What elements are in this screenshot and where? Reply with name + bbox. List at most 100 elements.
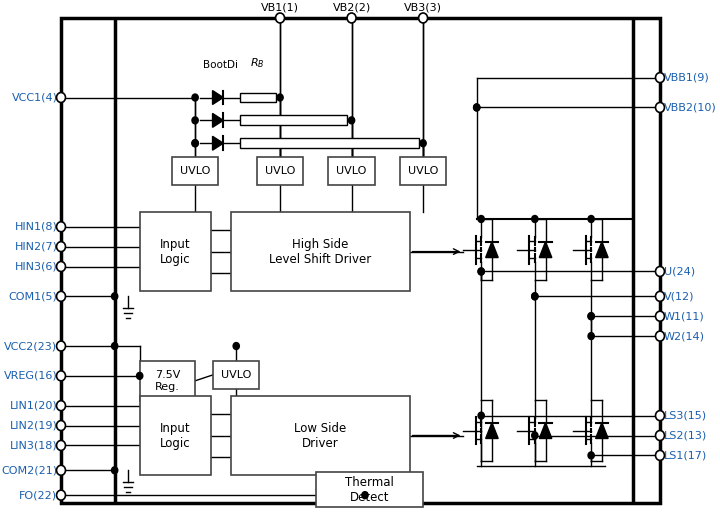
- Circle shape: [57, 421, 66, 431]
- Text: Input
Logic: Input Logic: [160, 238, 191, 266]
- Text: UVLO: UVLO: [408, 166, 438, 176]
- Circle shape: [478, 412, 485, 419]
- Text: LS2(13): LS2(13): [664, 431, 707, 440]
- Circle shape: [588, 215, 594, 223]
- Text: W2(14): W2(14): [664, 331, 705, 341]
- Circle shape: [57, 242, 66, 252]
- Circle shape: [655, 411, 665, 421]
- Circle shape: [112, 467, 118, 474]
- Circle shape: [192, 117, 198, 124]
- Text: VCC2(23): VCC2(23): [4, 341, 58, 351]
- Text: LIN2(19): LIN2(19): [9, 421, 58, 431]
- Bar: [140, 396, 211, 475]
- Text: UVLO: UVLO: [180, 166, 210, 176]
- Text: HIN3(6): HIN3(6): [14, 262, 58, 271]
- Circle shape: [474, 104, 480, 111]
- Circle shape: [112, 293, 118, 300]
- Text: VBB1(9): VBB1(9): [664, 73, 709, 83]
- Circle shape: [474, 104, 480, 111]
- Bar: [240, 115, 347, 125]
- Bar: [140, 361, 195, 401]
- Circle shape: [192, 140, 198, 147]
- Circle shape: [57, 490, 66, 500]
- Text: UVLO: UVLO: [221, 370, 251, 380]
- Circle shape: [588, 333, 594, 340]
- Polygon shape: [539, 242, 552, 257]
- Circle shape: [57, 291, 66, 301]
- Polygon shape: [212, 90, 223, 105]
- Circle shape: [57, 465, 66, 475]
- Text: LS1(17): LS1(17): [664, 450, 707, 460]
- Bar: [240, 138, 418, 148]
- Circle shape: [57, 440, 66, 450]
- Text: VREG(16): VREG(16): [4, 371, 58, 381]
- Circle shape: [531, 293, 538, 300]
- Text: VCC1(4): VCC1(4): [12, 93, 58, 102]
- Bar: [172, 157, 218, 185]
- Circle shape: [655, 267, 665, 277]
- Circle shape: [57, 93, 66, 102]
- Circle shape: [655, 102, 665, 112]
- Circle shape: [655, 450, 665, 460]
- Circle shape: [362, 492, 368, 499]
- Polygon shape: [212, 113, 223, 127]
- Text: VB3(3): VB3(3): [404, 2, 442, 12]
- Bar: [400, 157, 446, 185]
- Circle shape: [57, 222, 66, 232]
- Circle shape: [192, 140, 198, 147]
- Polygon shape: [212, 136, 223, 150]
- Circle shape: [57, 401, 66, 411]
- Polygon shape: [595, 242, 608, 257]
- Text: LS3(15): LS3(15): [664, 411, 707, 421]
- Circle shape: [655, 431, 665, 440]
- Text: U(24): U(24): [664, 266, 695, 277]
- Text: COM2(21): COM2(21): [1, 465, 58, 475]
- Text: VB1(1): VB1(1): [261, 2, 299, 12]
- Circle shape: [418, 13, 428, 23]
- Circle shape: [137, 372, 143, 379]
- Bar: [231, 212, 410, 291]
- Circle shape: [192, 94, 198, 101]
- Polygon shape: [539, 423, 552, 438]
- Text: 7.5V
Reg.: 7.5V Reg.: [155, 370, 180, 392]
- Text: High Side
Level Shift Driver: High Side Level Shift Driver: [269, 238, 372, 266]
- Bar: [213, 361, 259, 389]
- Circle shape: [588, 313, 594, 320]
- Circle shape: [277, 94, 283, 101]
- Bar: [231, 396, 410, 475]
- Circle shape: [655, 311, 665, 321]
- Text: VBB2(10): VBB2(10): [664, 102, 716, 112]
- Polygon shape: [486, 242, 498, 257]
- Circle shape: [478, 268, 485, 275]
- Circle shape: [233, 343, 239, 349]
- Text: COM1(5): COM1(5): [9, 291, 58, 301]
- Bar: [140, 212, 211, 291]
- Circle shape: [655, 73, 665, 83]
- Text: Thermal
Detect: Thermal Detect: [345, 476, 394, 504]
- Circle shape: [478, 268, 485, 275]
- Bar: [257, 157, 303, 185]
- Text: W1(11): W1(11): [664, 311, 704, 321]
- Circle shape: [112, 343, 118, 349]
- Text: FO(22): FO(22): [19, 490, 58, 500]
- Circle shape: [57, 371, 66, 381]
- Text: HIN1(8): HIN1(8): [14, 222, 58, 232]
- Circle shape: [655, 291, 665, 301]
- Circle shape: [655, 331, 665, 341]
- Text: UVLO: UVLO: [265, 166, 295, 176]
- Circle shape: [478, 215, 485, 223]
- Text: Input
Logic: Input Logic: [160, 422, 191, 449]
- Bar: [240, 93, 276, 102]
- Text: V(12): V(12): [664, 291, 694, 301]
- Text: HIN2(7): HIN2(7): [14, 242, 58, 252]
- Circle shape: [531, 432, 538, 439]
- Circle shape: [588, 313, 594, 320]
- Text: $R_B$: $R_B$: [251, 56, 265, 70]
- Circle shape: [531, 215, 538, 223]
- Text: Low Side
Driver: Low Side Driver: [294, 422, 346, 449]
- Text: LIN3(18): LIN3(18): [9, 440, 58, 450]
- Circle shape: [420, 140, 426, 147]
- Circle shape: [348, 117, 355, 124]
- Bar: [328, 157, 375, 185]
- Circle shape: [347, 13, 356, 23]
